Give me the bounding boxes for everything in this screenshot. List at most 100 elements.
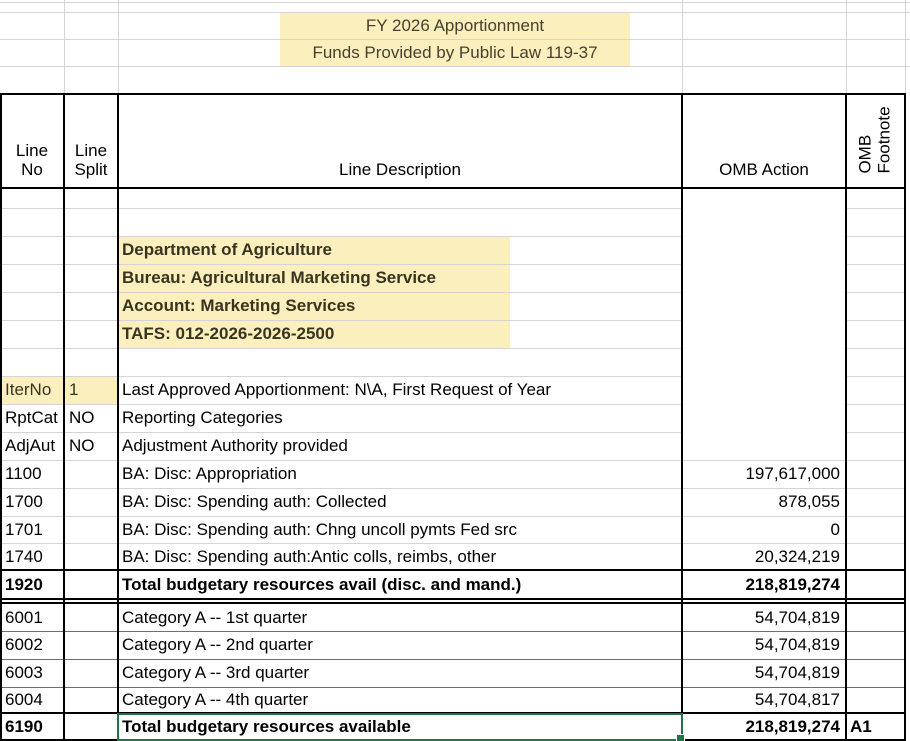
row-6004-lineno-cell[interactable]: 6004 <box>5 690 43 709</box>
adjaut-desc-cell[interactable]: Adjustment Authority provided <box>122 436 348 455</box>
rptcat-label-cell[interactable]: RptCat <box>5 408 58 427</box>
gridline-h <box>846 292 906 293</box>
row-6002-lineno-cell[interactable]: 6002 <box>5 635 43 654</box>
header-line-split-label: Line Split <box>74 141 108 179</box>
gridline-h <box>0 236 682 237</box>
column-border <box>845 93 847 741</box>
row-6001-lineno-cell[interactable]: 6001 <box>5 608 43 627</box>
row-1700-desc-cell[interactable]: BA: Disc: Spending auth: Collected <box>122 492 387 511</box>
gridline-h <box>0 543 906 544</box>
gridline-v <box>682 0 683 93</box>
title-cell-fy2026[interactable]: FY 2026 Apportionment <box>280 12 630 39</box>
row-1701-lineno-cell[interactable]: 1701 <box>5 520 43 539</box>
row-6002-amount-cell[interactable]: 54,704,819 <box>754 635 840 654</box>
rptcat-desc-cell[interactable]: Reporting Categories <box>122 408 283 427</box>
gridline-h <box>846 432 906 433</box>
row-6004-amount-cell[interactable]: 54,704,817 <box>754 690 840 709</box>
gridline-h <box>0 66 910 67</box>
gridline-h <box>846 348 906 349</box>
table-border <box>0 93 906 95</box>
row-1700-lineno-cell[interactable]: 1700 <box>5 492 43 511</box>
gridline-h <box>0 432 682 433</box>
row-1920-desc-cell[interactable]: Total budgetary resources avail (disc. a… <box>122 575 522 594</box>
gridline-h <box>0 404 682 405</box>
gridline-h <box>0 376 682 377</box>
gridline-h <box>846 208 906 209</box>
gridline-h <box>0 320 682 321</box>
gridline-h <box>846 236 906 237</box>
row-1920-lineno-cell[interactable]: 1920 <box>5 575 43 594</box>
gridline-h <box>0 2 910 3</box>
gridline-h <box>846 376 906 377</box>
adjaut-value-cell[interactable]: NO <box>69 436 95 455</box>
row-1700-amount-cell[interactable]: 878,055 <box>778 492 840 511</box>
gridline-h <box>0 516 906 517</box>
gridline-h <box>0 348 682 349</box>
row-6001-amount-cell[interactable]: 54,704,819 <box>754 608 840 627</box>
gridline-h <box>846 320 906 321</box>
column-border <box>904 93 906 741</box>
row-1701-desc-cell[interactable]: BA: Disc: Spending auth: Chng uncoll pym… <box>122 520 517 539</box>
iterno-highlight-b <box>64 376 118 404</box>
row-6190-desc-cell[interactable]: Total budgetary resources available <box>122 717 411 736</box>
row-1100-amount-cell[interactable]: 197,617,000 <box>745 464 840 483</box>
row-6003-amount-cell[interactable]: 54,704,819 <box>754 663 840 682</box>
table-border <box>0 598 906 600</box>
header-line-description[interactable]: Line Description <box>118 93 682 187</box>
gridline-h <box>0 460 906 461</box>
bureau-cell[interactable]: Bureau: Agricultural Marketing Service <box>122 268 436 287</box>
active-cell-selection-border <box>117 713 683 741</box>
gridline-h <box>0 12 910 13</box>
row-1920-amount-cell[interactable]: 218,819,274 <box>745 575 840 594</box>
row-1100-lineno-cell[interactable]: 1100 <box>5 464 42 483</box>
header-line-no-label: Line No <box>15 141 49 179</box>
header-omb-footnote[interactable]: OMB Footnote <box>846 93 904 187</box>
gridline-h <box>846 264 906 265</box>
row-6001-desc-cell[interactable]: Category A -- 1st quarter <box>122 608 308 627</box>
column-border <box>681 93 683 741</box>
row-1740-lineno-cell[interactable]: 1740 <box>5 547 43 566</box>
gridline-v <box>118 0 119 93</box>
row-6190-footnote-cell[interactable]: A1 <box>850 717 872 736</box>
row-6002-desc-cell[interactable]: Category A -- 2nd quarter <box>122 635 313 654</box>
header-line-split[interactable]: Line Split <box>64 93 118 187</box>
gridline-v <box>64 0 65 93</box>
row-6190-lineno-cell[interactable]: 6190 <box>5 717 43 736</box>
row-6004-desc-cell[interactable]: Category A -- 4th quarter <box>122 690 309 709</box>
row-6003-desc-cell[interactable]: Category A -- 3rd quarter <box>122 663 310 682</box>
header-omb-action[interactable]: OMB Action <box>682 93 846 187</box>
gridline-h <box>0 39 910 40</box>
row-1100-desc-cell[interactable]: BA: Disc: Appropriation <box>122 464 297 483</box>
row-1740-amount-cell[interactable]: 20,324,219 <box>754 547 840 566</box>
adjaut-label-cell[interactable]: AdjAut <box>5 436 56 455</box>
department-cell[interactable]: Department of Agriculture <box>122 240 333 259</box>
gridline-v <box>905 0 906 93</box>
row-6190-amount-cell[interactable]: 218,819,274 <box>745 717 840 736</box>
fill-handle[interactable] <box>676 734 685 741</box>
gridline-h <box>0 488 906 489</box>
gridline-h <box>0 687 906 688</box>
row-6003-lineno-cell[interactable]: 6003 <box>5 663 43 682</box>
iterno-label-cell[interactable]: IterNo <box>5 380 52 399</box>
gridline-v <box>846 0 847 93</box>
header-omb-footnote-label: OMB Footnote <box>856 106 895 174</box>
gridline-h <box>0 208 682 209</box>
iterno-value-cell[interactable]: 1 <box>69 380 79 399</box>
gridline-h <box>846 404 906 405</box>
row-1701-amount-cell[interactable]: 0 <box>830 520 840 539</box>
header-line-no[interactable]: Line No <box>0 93 64 187</box>
table-border <box>0 602 906 604</box>
column-border <box>0 93 2 741</box>
column-border <box>63 93 65 741</box>
gridline-h <box>0 292 682 293</box>
iterno-desc-cell[interactable]: Last Approved Apportionment: N\A, First … <box>122 380 552 399</box>
row-1740-desc-cell[interactable]: BA: Disc: Spending auth:Antic colls, rei… <box>122 547 497 566</box>
account-cell[interactable]: Account: Marketing Services <box>122 296 356 315</box>
tafs-cell[interactable]: TAFS: 012-2026-2026-2500 <box>122 324 335 343</box>
column-border <box>117 93 119 741</box>
gridline-h <box>0 631 906 632</box>
rptcat-value-cell[interactable]: NO <box>69 408 95 427</box>
title-cell-public-law[interactable]: Funds Provided by Public Law 119-37 <box>280 39 630 66</box>
header-omb-action-label: OMB Action <box>719 160 809 179</box>
